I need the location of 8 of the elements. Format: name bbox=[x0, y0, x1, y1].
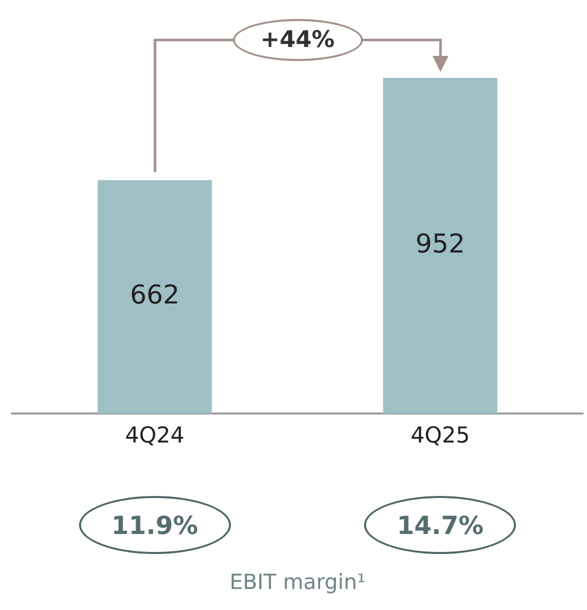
text: 11.9% bbox=[78, 496, 231, 554]
x-tick-label: 4Q25 bbox=[410, 424, 470, 449]
data-label: 662 bbox=[130, 280, 180, 311]
text: +44% bbox=[232, 19, 362, 61]
x-tick-label: 4Q24 bbox=[125, 424, 184, 449]
text: EBIT margin¹ bbox=[230, 570, 366, 594]
data-label: 952 bbox=[415, 230, 466, 260]
text: 14.7% bbox=[364, 496, 516, 554]
